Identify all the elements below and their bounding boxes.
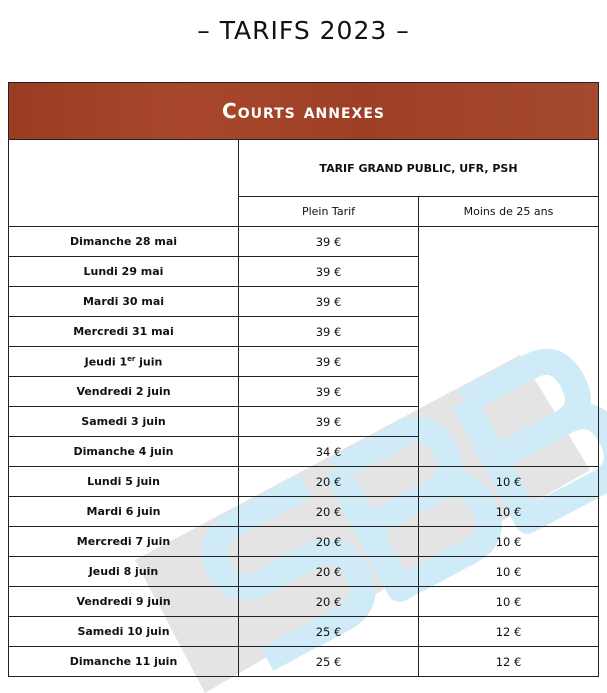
plein-tarif-cell: 39 €	[238, 226, 419, 257]
day-label: Lundi 29 mai	[83, 265, 164, 278]
day-label: Dimanche 11 juin	[69, 655, 178, 668]
moins25-cell: 12 €	[418, 646, 599, 677]
col-header-moins25: Moins de 25 ans	[418, 196, 599, 227]
day-cell: Samedi 3 juin	[8, 406, 239, 437]
day-cell: Dimanche 28 mai	[8, 226, 239, 257]
plein-tarif-cell: 39 €	[238, 286, 419, 317]
day-label: Vendredi 2 juin	[76, 385, 171, 398]
table-row: Dimanche 11 juin 25 €12 €	[8, 646, 599, 677]
day-label: Jeudi 8 juin	[88, 565, 159, 578]
day-cell: Vendredi 2 juin	[8, 376, 239, 407]
moins25-cell: 10 €	[418, 556, 599, 587]
table-row: Lundi 5 juin 20 €10 €	[8, 466, 599, 497]
plein-tarif-cell: 20 €	[238, 526, 419, 557]
day-label: Mercredi 31 mai	[73, 325, 174, 338]
day-cell: Mercredi 7 juin	[8, 526, 239, 557]
table-row: Mardi 6 juin 20 €10 €	[8, 496, 599, 527]
day-cell: Jeudi 8 juin	[8, 556, 239, 587]
day-cell: Mardi 30 mai	[8, 286, 239, 317]
day-cell: Lundi 5 juin	[8, 466, 239, 497]
plein-tarif-cell: 25 €	[238, 616, 419, 647]
table-row: Samedi 3 juin 39 €	[8, 406, 599, 437]
day-label-end: juin	[135, 355, 163, 369]
page-title: – TARIFS 2023 –	[197, 16, 410, 45]
tariff-table: Courts annexes TARIF GRAND PUBLIC, UFR, …	[8, 82, 599, 677]
plein-tarif-cell: 25 €	[238, 646, 419, 677]
table-row: Dimanche 4 juin 34 €	[8, 436, 599, 467]
table-row: Vendredi 2 juin 39 €	[8, 376, 599, 407]
table-row: Jeudi 1er juin 39 €	[8, 346, 599, 377]
plein-tarif-cell: 39 €	[238, 346, 419, 377]
table-row: Mercredi 31 mai 39 €	[8, 316, 599, 347]
day-cell: Jeudi 1er juin	[8, 346, 239, 377]
day-label: Lundi 5 juin	[87, 475, 160, 488]
moins25-cell: 10 €	[418, 586, 599, 617]
day-label: Samedi 3 juin	[81, 415, 166, 428]
plein-tarif-cell: 20 €	[238, 466, 419, 497]
empty-corner-cell	[8, 139, 239, 227]
plein-tarif-cell: 20 €	[238, 496, 419, 527]
day-cell: Vendredi 9 juin	[8, 586, 239, 617]
table-row: Mercredi 7 juin 20 €10 €	[8, 526, 599, 557]
plein-tarif-cell: 39 €	[238, 376, 419, 407]
day-label: Mardi 30 mai	[82, 295, 165, 308]
group-header: TARIF GRAND PUBLIC, UFR, PSH	[238, 139, 599, 197]
col-header-plein: Plein Tarif	[238, 196, 419, 227]
day-label: Dimanche 28 mai	[69, 235, 178, 248]
table-row: Dimanche 28 mai 39 €	[8, 226, 599, 467]
day-cell: Mardi 6 juin	[8, 496, 239, 527]
day-suffix-sup: er	[127, 354, 136, 363]
plein-tarif-cell: 39 €	[238, 256, 419, 287]
table-row: Lundi 29 mai 39 €	[8, 256, 599, 287]
table-row: Vendredi 9 juin 20 €10 €	[8, 586, 599, 617]
plein-tarif-cell: 20 €	[238, 586, 419, 617]
table-row: Samedi 10 juin 25 €12 €	[8, 616, 599, 647]
moins25-cell: 10 €	[418, 496, 599, 527]
day-cell: Dimanche 11 juin	[8, 646, 239, 677]
plein-tarif-cell: 34 €	[238, 436, 419, 467]
day-label: Dimanche 4 juin	[73, 445, 174, 458]
day-cell: Dimanche 4 juin	[8, 436, 239, 467]
plein-tarif-cell: 39 €	[238, 316, 419, 347]
day-label: Samedi 10 juin	[77, 625, 170, 638]
plein-tarif-cell: 20 €	[238, 556, 419, 587]
day-label: Mardi 6 juin	[86, 505, 161, 518]
day-label: Jeudi 1	[84, 355, 128, 369]
table-row: Mardi 30 mai 39 €	[8, 286, 599, 317]
table-row: Jeudi 8 juin 20 €10 €	[8, 556, 599, 587]
day-cell: Lundi 29 mai	[8, 256, 239, 287]
day-cell: Samedi 10 juin	[8, 616, 239, 647]
moins25-cell: 12 €	[418, 616, 599, 647]
day-cell: Mercredi 31 mai	[8, 316, 239, 347]
day-label: Vendredi 9 juin	[76, 595, 171, 608]
day-label: Mercredi 7 juin	[76, 535, 171, 548]
moins25-cell: 10 €	[418, 526, 599, 557]
moins25-cell: 10 €	[418, 466, 599, 497]
section-banner: Courts annexes	[8, 82, 599, 140]
moins25-merged-empty-cell	[418, 226, 599, 467]
plein-tarif-cell: 39 €	[238, 406, 419, 437]
